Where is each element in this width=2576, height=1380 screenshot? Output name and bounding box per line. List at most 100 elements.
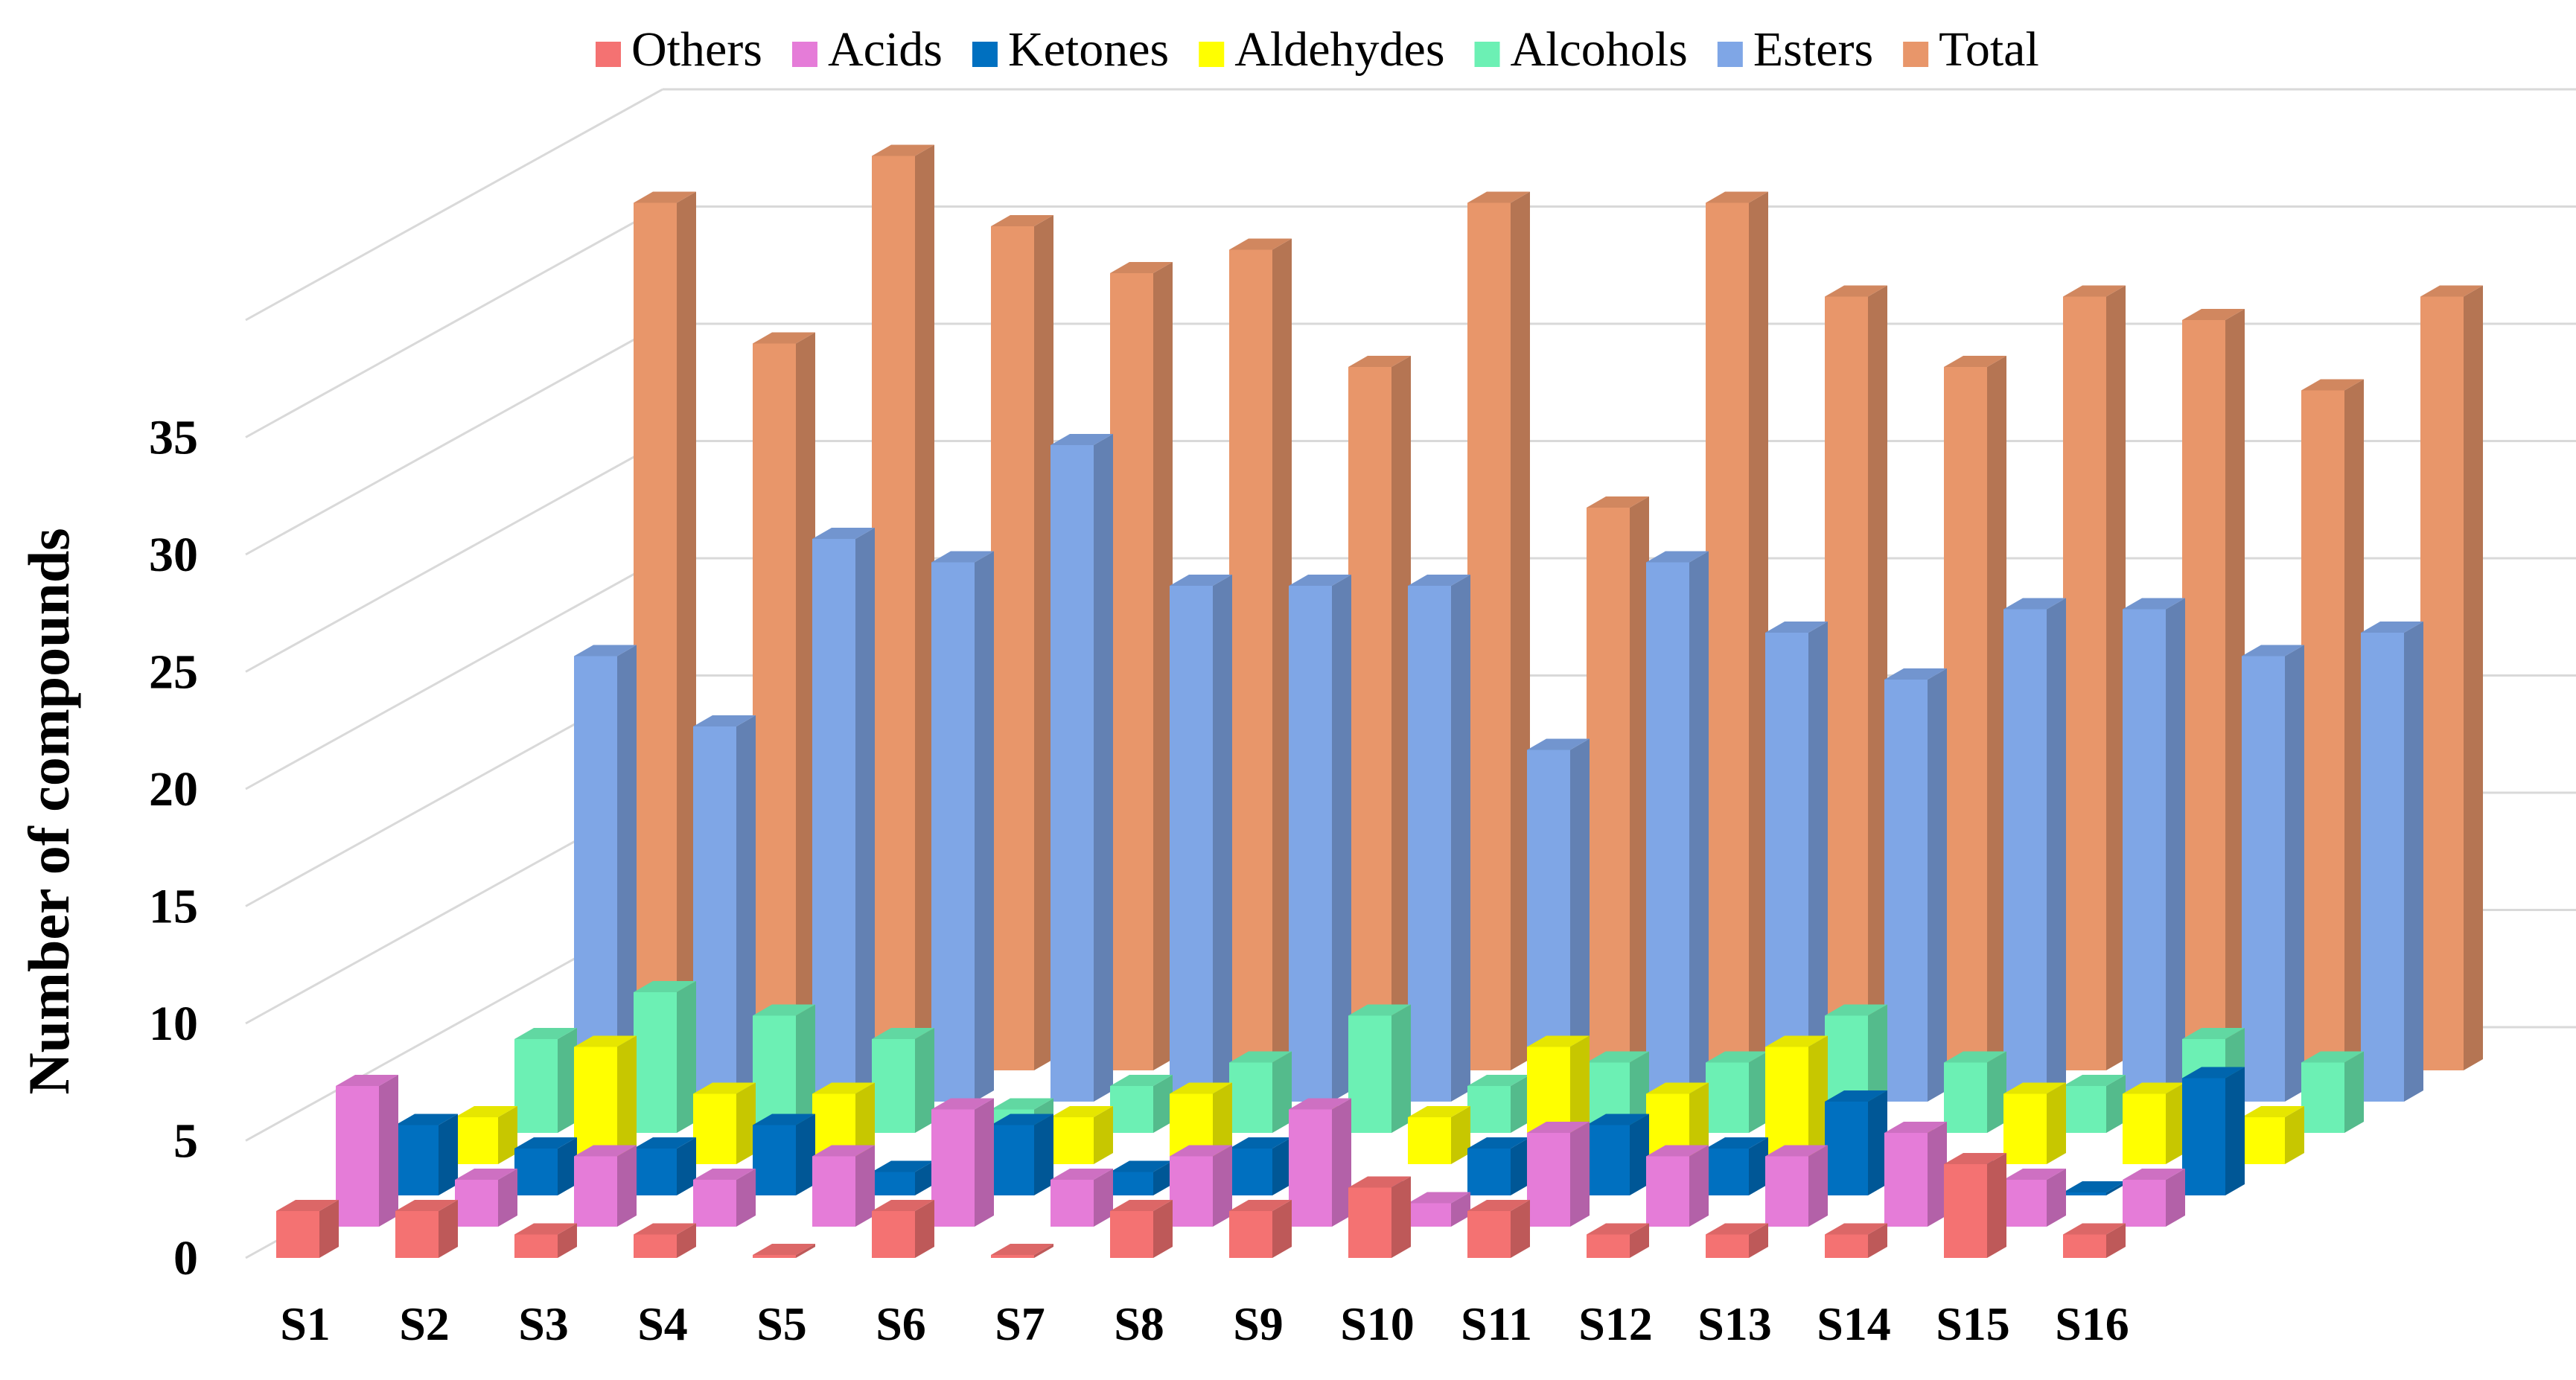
bar-esters-s11 [1765,622,1828,1102]
bar-front [634,992,677,1133]
bar-front [753,1125,796,1195]
bar-acids-s9 [1289,1098,1351,1227]
bar-side [1570,738,1590,1102]
bar-top [1587,496,1649,508]
bar-top [1587,1223,1649,1235]
bar-front [1348,1187,1391,1258]
bar-top [514,1223,577,1235]
bar-top [991,215,1053,226]
bar-side [1808,622,1828,1102]
bar-acids-s5 [812,1145,875,1227]
bar-top [1170,1082,1232,1094]
bar-top [1229,1137,1292,1149]
legend-swatch [1199,42,1225,67]
bar-acids-s2 [455,1169,517,1227]
bar-top [812,1145,875,1157]
bar-side [736,1082,756,1164]
bar-side [1272,1137,1292,1195]
bar-acids-s4 [693,1169,756,1227]
bar-side [1630,496,1649,1070]
bar-side [1987,1051,2006,1133]
bar-top [1765,622,1828,633]
bar-front [693,726,736,1102]
bar-side [1868,1223,1887,1258]
bar-ketones-s15 [2063,1181,2126,1195]
bar-acids-s15 [2003,1169,2066,1227]
x-category-label: S12 [1578,1297,1653,1350]
bar-top [2242,645,2304,657]
legend-swatch [972,42,998,67]
bar-top [2182,1067,2245,1079]
legend-label: Esters [1753,22,1873,77]
bar-others-s10 [1348,1176,1411,1258]
bar-front [872,1039,915,1133]
legend-item-esters: Esters [1717,22,1873,77]
bar-front [1051,445,1094,1102]
bar-side [1153,1200,1173,1258]
bar-side [736,1169,756,1227]
bar-front [634,202,677,1070]
bar-side [1689,1082,1709,1164]
bar-top [455,1169,517,1180]
x-category-label: S13 [1697,1297,1772,1350]
bar-front [336,1086,379,1227]
bar-ketones-s3 [634,1137,696,1195]
bar-others-s11 [1467,1200,1530,1258]
bar-front [574,656,617,1102]
bar-side [558,1028,577,1133]
bar-front [2003,1180,2047,1227]
bar-top [1706,191,1768,203]
y-tick-label: 15 [149,880,198,934]
bar-top [931,1098,994,1110]
bar-top [872,144,934,156]
bar-front [1884,680,1928,1102]
bar-top [1646,551,1709,563]
bar-front [753,1015,796,1133]
bar-side [439,1200,458,1258]
bar-top [1229,1200,1292,1211]
legend-swatch [1474,42,1500,67]
bar-top [1587,1114,1649,1125]
bar-top [514,1028,577,1039]
bar-side [855,1145,875,1227]
legend-label: Ketones [1008,22,1169,77]
bar-total-s7 [1348,356,1411,1070]
bar-front [1765,1156,1808,1227]
bar-side [2404,622,2423,1102]
bar-front [2301,1062,2344,1133]
bar-front [991,1125,1034,1195]
bar-others-s14 [1825,1223,1887,1258]
bar-front [2003,1093,2047,1164]
bar-top [1646,1082,1709,1094]
bar-total-s6 [1229,238,1292,1070]
bar-side [617,1035,637,1164]
bar-front [1765,1047,1808,1164]
bar-top [2420,285,2483,297]
bar-front [1825,1234,1868,1258]
bar-acids-s7 [1051,1169,1113,1227]
bar-esters-s12 [1884,668,1947,1102]
bar-esters-s15 [2242,645,2304,1102]
y-axis-label: Number of compounds [16,528,81,1094]
bar-top [634,981,696,992]
bar-top [1408,575,1470,586]
bar-top [1467,1200,1530,1211]
bar-front [1587,508,1630,1070]
axis-layer: Number of compounds 0 5 10 15 20 25 30 35 S1 S2 S3… [16,411,2129,1351]
bar-top [1944,1051,2006,1063]
bar-front [1229,1211,1272,1258]
y-tick-label: 20 [149,762,198,817]
bar-side [617,1145,637,1227]
x-category-label: S7 [995,1297,1045,1350]
bar-top [1944,356,2006,367]
bar-front [2123,609,2166,1102]
bar-front [1467,1086,1511,1133]
bar-side [915,144,934,1070]
bar-top [336,1075,398,1086]
legend-item-ketones: Ketones [972,22,1169,77]
bar-top [1110,262,1173,273]
bar-front [1289,1109,1332,1227]
bar-side [1451,1192,1470,1227]
bar-side [677,1223,696,1258]
bar-front [1348,1015,1391,1133]
